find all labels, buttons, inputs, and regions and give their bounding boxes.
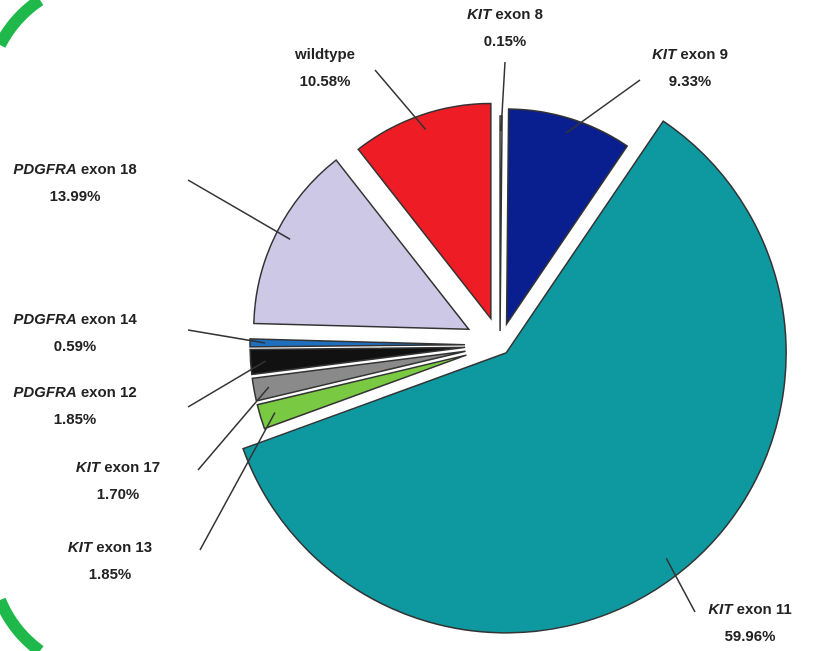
slice-value-label: 1.85% <box>54 411 97 428</box>
leader-line <box>187 360 266 408</box>
slice-label: KIT exon 17 <box>76 459 160 476</box>
slice-label: KIT exon 8 <box>467 6 543 23</box>
leader-line <box>374 69 427 131</box>
pie-slice <box>256 354 467 430</box>
pie-slice <box>499 115 503 332</box>
slice-label: KIT exon 11 <box>708 601 791 618</box>
slice-label: wildtype <box>294 46 355 63</box>
slice-label: KIT exon 13 <box>68 539 152 556</box>
pie-slice <box>357 102 492 321</box>
leader-line <box>565 79 641 134</box>
leader-line <box>187 329 266 344</box>
slice-value-label: 59.96% <box>725 628 776 645</box>
slice-value-label: 9.33% <box>669 73 712 90</box>
slice-value-label: 1.85% <box>89 566 132 583</box>
decor-arc <box>0 0 44 48</box>
leader-line <box>197 386 270 471</box>
slice-value-label: 1.70% <box>97 486 140 503</box>
slice-label: PDGFRA exon 12 <box>13 384 136 401</box>
leader-line <box>500 61 506 132</box>
slice-label: PDGFRA exon 14 <box>13 311 137 328</box>
slice-value-label: 0.59% <box>54 338 97 355</box>
slice-value-label: 0.15% <box>484 33 527 50</box>
pie-slice <box>505 108 629 327</box>
decor-arc <box>0 597 44 651</box>
pie-slice <box>249 346 466 376</box>
pie-slice <box>253 158 471 331</box>
leader-line <box>665 557 696 613</box>
slice-label: KIT exon 9 <box>652 46 728 63</box>
slice-value-label: 10.58% <box>300 73 351 90</box>
leader-line <box>187 179 291 240</box>
leader-line <box>199 412 276 551</box>
pie-slice <box>249 338 466 348</box>
slice-label: PDGFRA exon 18 <box>13 161 136 178</box>
pie-slice <box>242 120 787 634</box>
slice-value-label: 13.99% <box>50 188 101 205</box>
